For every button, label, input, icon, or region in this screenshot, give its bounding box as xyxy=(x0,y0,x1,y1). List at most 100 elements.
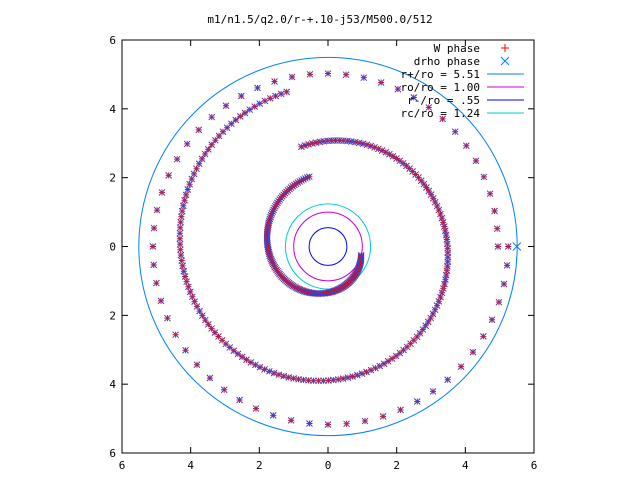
drho-phase-point xyxy=(287,417,295,424)
drho-phase-point xyxy=(288,73,296,81)
drho-phase-point xyxy=(425,104,433,111)
drho-phase-point xyxy=(500,280,508,288)
drho-phase-point xyxy=(297,143,305,151)
drho-phase-point xyxy=(439,218,447,226)
drho-phase-point xyxy=(246,106,254,114)
drho-phase-point xyxy=(451,128,459,136)
drho-phase-point xyxy=(157,297,165,305)
drho-phase-point xyxy=(343,420,350,428)
drho-phase-point xyxy=(439,115,446,123)
drho-phase-point xyxy=(423,184,430,191)
drho-phase-point xyxy=(190,170,198,178)
drho-phase-point xyxy=(238,353,246,361)
drho-phase-point xyxy=(503,262,511,269)
drho-phase-point xyxy=(504,243,512,250)
drho-phase-point xyxy=(357,252,365,259)
drho-phase-point xyxy=(416,329,424,337)
drho-phase-point xyxy=(165,172,173,179)
y-tick-label: 2 xyxy=(109,309,116,322)
drho-phase-point xyxy=(177,246,184,254)
drho-phase-point xyxy=(359,140,367,148)
y-tick-label: 0 xyxy=(109,241,116,254)
drho-phase-point xyxy=(367,142,375,150)
drho-phase-point xyxy=(208,113,216,121)
x-axis: 6 4 2 0 2 4 6 xyxy=(119,40,537,472)
drho-phase-point xyxy=(177,218,185,226)
drho-phase-point xyxy=(178,207,186,215)
drho-phase-point xyxy=(179,202,187,210)
drho-phase-point xyxy=(181,196,188,204)
x-tick-label: 4 xyxy=(462,459,469,472)
drho-phase-point xyxy=(180,267,188,275)
y-axis: 6 4 2 0 2 4 6 xyxy=(109,34,534,460)
drho-phase-point xyxy=(236,396,243,404)
drho-phase-marker xyxy=(512,242,522,251)
drho-phase-point xyxy=(438,214,446,222)
drho-phase-point xyxy=(384,357,392,365)
drho-phase-point xyxy=(164,314,171,322)
drho-phase-point xyxy=(310,377,317,385)
drho-phase-point xyxy=(176,224,184,232)
x-tick-label: 2 xyxy=(393,459,400,472)
drho-phase-point xyxy=(413,398,421,405)
drho-phase-point xyxy=(439,285,447,292)
drho-phase-point xyxy=(440,223,448,230)
drho-phase-point xyxy=(158,189,166,196)
drho-phase-point xyxy=(271,78,278,85)
drho-phase-point xyxy=(469,348,477,356)
legend-sample-x xyxy=(500,56,510,66)
drho-phase-point xyxy=(204,146,212,153)
drho-phase-point xyxy=(173,155,181,163)
drho-phase-point xyxy=(419,326,427,333)
phase-markers xyxy=(149,70,522,428)
drho-phase-point xyxy=(388,355,396,363)
drho-phase-point xyxy=(193,361,201,369)
circle-r-ro xyxy=(308,227,348,266)
drho-phase-point xyxy=(176,240,184,248)
drho-phase-point xyxy=(234,350,242,358)
drho-phase-point xyxy=(237,92,245,100)
drho-phase-point xyxy=(437,293,444,301)
drho-phase-point xyxy=(184,186,192,193)
drho-phase-point xyxy=(283,88,291,96)
drho-phase-point xyxy=(195,126,203,134)
drho-phase-point xyxy=(184,283,192,291)
drho-phase-point xyxy=(153,279,160,287)
legend-label: rc/ro = 1.24 xyxy=(401,107,481,120)
drho-phase-point xyxy=(486,190,494,198)
drho-phase-point xyxy=(266,95,274,102)
drho-phase-point xyxy=(410,94,418,101)
drho-phase-point xyxy=(252,405,260,412)
circle-roro xyxy=(293,211,363,282)
drho-phase-point xyxy=(256,100,264,108)
drho-phase-point xyxy=(480,333,487,340)
chart-title: m1/n1.5/q2.0/r-+.10-j53/M500.0/512 xyxy=(207,13,432,26)
drho-phase-point xyxy=(371,144,378,151)
x-tick-label: 6 xyxy=(119,459,126,472)
drho-phase-point xyxy=(181,273,189,280)
drho-phase-point xyxy=(353,371,361,379)
drho-phase-point xyxy=(196,307,203,315)
drho-phase-point xyxy=(206,374,214,382)
drho-phase-point xyxy=(472,157,480,165)
drho-phase-point xyxy=(243,356,250,364)
drho-phase-point xyxy=(306,420,313,427)
drho-phase-point xyxy=(251,103,259,110)
legend-label: drho phase xyxy=(414,55,480,68)
drho-phase-point xyxy=(280,372,288,380)
drho-phase-point xyxy=(222,102,230,110)
drho-phase-point xyxy=(153,206,161,214)
drho-phase-point xyxy=(179,262,186,270)
drho-phase-point xyxy=(457,363,465,370)
circle-rcro xyxy=(284,203,372,290)
drho-phase-point xyxy=(269,412,277,419)
drho-phase-point xyxy=(188,175,196,183)
y-tick-label: 4 xyxy=(109,378,116,391)
drho-phase-point xyxy=(491,207,498,215)
drho-phase-point xyxy=(241,109,249,117)
drho-phase-point xyxy=(394,85,402,93)
y-tick-label: 6 xyxy=(109,34,116,47)
drho-phase-point xyxy=(261,97,269,105)
drho-phase-point xyxy=(429,388,437,395)
drho-phase-point xyxy=(493,225,501,233)
